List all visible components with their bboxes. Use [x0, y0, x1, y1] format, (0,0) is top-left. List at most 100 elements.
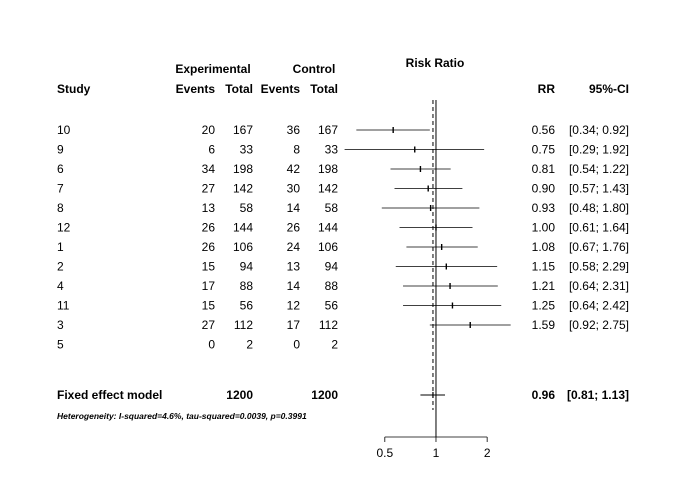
rr-cell: 1.15	[532, 260, 556, 274]
study-row: 6 34 198 42 198 0.81 [0.54; 1.22]	[57, 162, 629, 176]
rr-cell: 0.56	[532, 123, 556, 137]
ctrl-events-cell: 26	[287, 221, 301, 235]
study-row: 3 27 112 17 112 1.59 [0.92; 2.75]	[57, 318, 629, 332]
ci-cell: [0.92; 2.75]	[569, 318, 629, 332]
exp-events-cell: 17	[202, 279, 216, 293]
exp-events-cell: 13	[202, 201, 216, 215]
pooled-ci: [0.81; 1.13]	[567, 388, 629, 402]
study-row: 4 17 88 14 88 1.21 [0.64; 2.31]	[57, 279, 629, 293]
header-ci: 95%-CI	[589, 82, 629, 96]
study-label: 7	[57, 182, 64, 196]
exp-total-cell: 142	[233, 182, 253, 196]
exp-events-cell: 26	[202, 240, 216, 254]
study-label: 11	[57, 299, 70, 313]
ctrl-events-cell: 14	[287, 201, 301, 215]
study-rows: 10 20 167 36 167 0.56 [0.34; 0.92]9 6 33 8 33 0.75[…	[57, 123, 629, 352]
study-label: 3	[57, 318, 64, 332]
ctrl-events-cell: 0	[293, 338, 300, 352]
ctrl-events-cell: 30	[287, 182, 301, 196]
header-study: Study	[57, 82, 91, 96]
header-rr: RR	[538, 82, 556, 96]
ci-cell: [0.48; 1.80]	[569, 201, 629, 215]
study-label: 12	[57, 221, 71, 235]
pooled-label: Fixed effect model	[57, 388, 162, 402]
study-row: 12 26 144 26 144 1.00 [0.61; 1.64]	[57, 221, 629, 235]
study-label: 5	[57, 338, 64, 352]
ctrl-total-cell: 142	[318, 182, 338, 196]
study-label: 10	[57, 123, 71, 137]
exp-events-cell: 26	[202, 221, 216, 235]
ci-cell: [0.29; 1.92]	[569, 143, 629, 157]
study-label: 6	[57, 162, 64, 176]
study-label: 8	[57, 201, 64, 215]
study-label: 1	[57, 240, 64, 254]
ci-cell: [0.61; 1.64]	[569, 221, 629, 235]
pooled-ctrl-total: 1200	[311, 388, 338, 402]
study-row: 10 20 167 36 167 0.56 [0.34; 0.92]	[57, 123, 629, 137]
rr-cell: 1.00	[532, 221, 556, 235]
ctrl-total-cell: 167	[318, 123, 338, 137]
study-row: 1 26 106 24 106 1.08 [0.67; 1.76]	[57, 240, 629, 254]
ctrl-total-cell: 94	[325, 260, 339, 274]
ci-cell: [0.64; 2.31]	[569, 279, 629, 293]
x-tick-label: 2	[484, 446, 491, 460]
exp-total-cell: 33	[240, 143, 254, 157]
header-experimental: Experimental	[175, 62, 250, 76]
exp-events-cell: 15	[202, 260, 216, 274]
ctrl-total-cell: 112	[319, 318, 338, 332]
exp-events-cell: 15	[202, 299, 216, 313]
ctrl-events-cell: 42	[287, 162, 301, 176]
ci-cell: [0.58; 2.29]	[569, 260, 629, 274]
rr-cell: 0.81	[532, 162, 556, 176]
header-exp-events: Events	[176, 82, 216, 96]
exp-total-cell: 2	[246, 338, 253, 352]
study-label: 4	[57, 279, 64, 293]
ctrl-events-cell: 36	[287, 123, 301, 137]
ci-cell: [0.57; 1.43]	[569, 182, 629, 196]
header-ctrl-total: Total	[310, 82, 338, 96]
exp-events-cell: 20	[202, 123, 216, 137]
ctrl-total-cell: 88	[325, 279, 339, 293]
exp-total-cell: 167	[233, 123, 253, 137]
study-row: 2 15 94 13 94 1.15 [0.58; 2.29]	[57, 260, 629, 274]
ctrl-total-cell: 106	[318, 240, 338, 254]
exp-events-cell: 6	[208, 143, 215, 157]
ctrl-total-cell: 2	[331, 338, 338, 352]
ctrl-events-cell: 24	[287, 240, 301, 254]
ctrl-events-cell: 13	[287, 260, 301, 274]
rr-cell: 1.21	[532, 279, 556, 293]
pooled-exp-total: 1200	[226, 388, 253, 402]
ctrl-events-cell: 14	[287, 279, 301, 293]
study-label: 9	[57, 143, 64, 157]
header-ctrl-events: Events	[261, 82, 301, 96]
exp-events-cell: 34	[202, 162, 216, 176]
x-tick-label: 0.5	[376, 446, 393, 460]
exp-total-cell: 198	[233, 162, 253, 176]
x-tick-label: 1	[433, 446, 440, 460]
exp-total-cell: 94	[240, 260, 254, 274]
exp-events-cell: 27	[202, 318, 216, 332]
rr-cell: 0.75	[532, 143, 556, 157]
study-row: 5 0 2 0 2	[57, 338, 338, 352]
study-row: 8 13 58 14 58 0.93 [0.48; 1.80]	[57, 201, 629, 215]
study-row: 9 6 33 8 33 0.75 [0.29; 1.92]	[57, 143, 629, 157]
rr-cell: 1.25	[532, 299, 556, 313]
exp-total-cell: 58	[240, 201, 254, 215]
ci-cell: [0.64; 2.42]	[569, 299, 629, 313]
pooled-rr: 0.96	[532, 388, 556, 402]
study-label: 2	[57, 260, 64, 274]
ci-cell: [0.67; 1.76]	[569, 240, 629, 254]
study-row: 7 27 142 30 142 0.90 [0.57; 1.43]	[57, 182, 629, 196]
rr-cell: 1.08	[532, 240, 556, 254]
header-exp-total: Total	[225, 82, 253, 96]
ctrl-events-cell: 17	[287, 318, 301, 332]
ci-cell: [0.34; 0.92]	[569, 123, 629, 137]
ctrl-total-cell: 56	[325, 299, 339, 313]
exp-total-cell: 106	[233, 240, 253, 254]
rr-cell: 1.59	[532, 318, 556, 332]
header-control: Control	[293, 62, 336, 76]
ctrl-total-cell: 198	[318, 162, 338, 176]
ctrl-events-cell: 12	[287, 299, 301, 313]
